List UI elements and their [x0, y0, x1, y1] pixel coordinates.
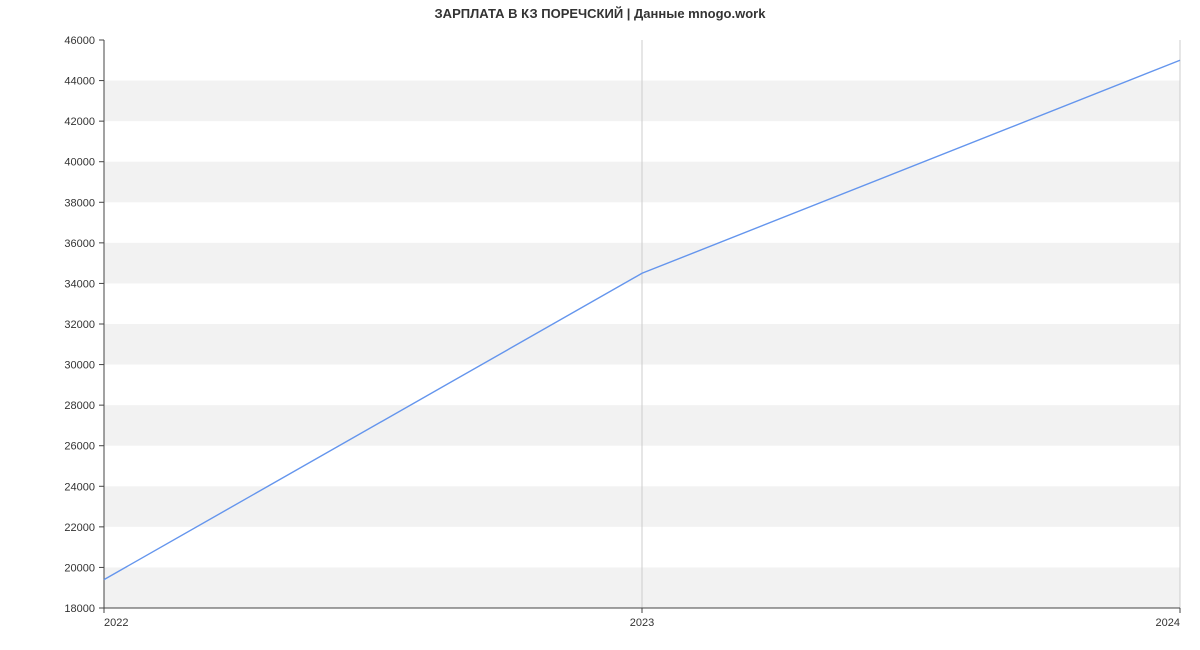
y-tick-label: 42000: [64, 116, 95, 128]
y-tick-label: 46000: [64, 35, 95, 47]
chart-title: ЗАРПЛАТА В КЗ ПОРЕЧСКИЙ | Данные mnogo.w…: [0, 6, 1200, 21]
y-tick-label: 26000: [64, 441, 95, 453]
y-tick-label: 24000: [64, 481, 95, 493]
y-tick-label: 32000: [64, 319, 95, 331]
y-tick-label: 30000: [64, 360, 95, 372]
y-tick-label: 22000: [64, 522, 95, 534]
chart-svg: 18000 20000 22000 24000 26000 28000 30000 32000…: [0, 0, 1200, 650]
x-tick-label: 2024: [1156, 617, 1180, 629]
x-tick-label: 2023: [630, 617, 654, 629]
x-tick-label: 2022: [104, 617, 128, 629]
salary-line-chart: ЗАРПЛАТА В КЗ ПОРЕЧСКИЙ | Данные mnogo.w…: [0, 0, 1200, 650]
y-tick-label: 38000: [64, 197, 95, 209]
y-tick-label: 20000: [64, 562, 95, 574]
y-tick-label: 44000: [64, 76, 95, 88]
y-tick-label: 36000: [64, 238, 95, 250]
y-tick-label: 40000: [64, 157, 95, 169]
y-tick-label: 18000: [64, 603, 95, 615]
y-tick-label: 34000: [64, 278, 95, 290]
y-tick-label: 28000: [64, 400, 95, 412]
